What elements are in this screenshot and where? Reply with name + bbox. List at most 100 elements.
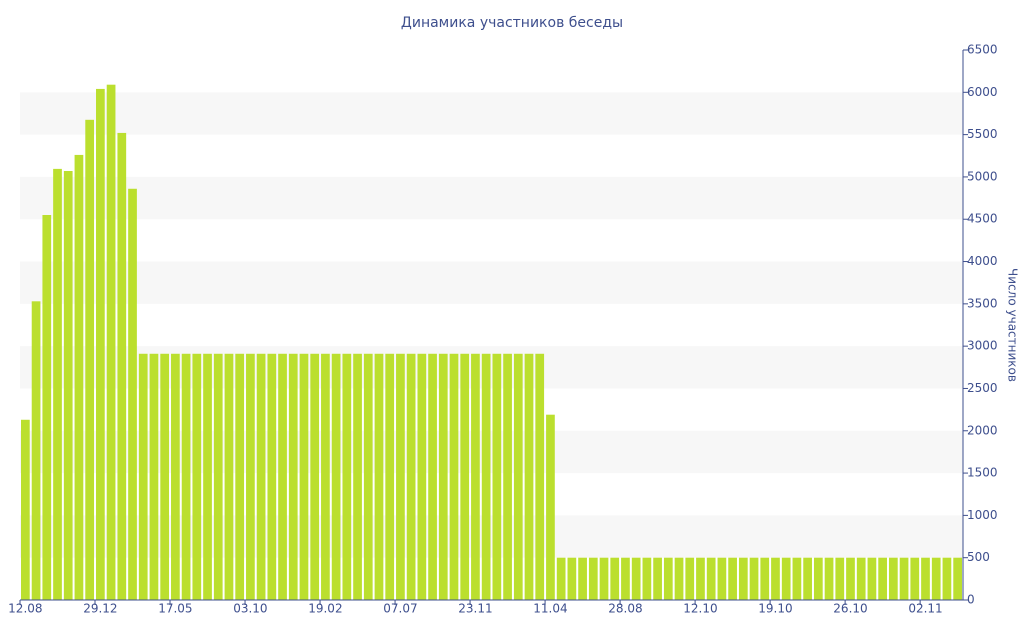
bar: [696, 557, 705, 600]
bar: [856, 557, 866, 600]
bar: [192, 353, 202, 600]
bar: [567, 557, 577, 600]
bar: [181, 353, 191, 600]
bar: [728, 557, 737, 600]
x-tick-label: 19.02: [308, 602, 342, 616]
bar: [878, 557, 887, 600]
bar: [53, 168, 62, 600]
bar: [471, 353, 480, 600]
bar: [503, 353, 512, 600]
bar: [556, 557, 566, 600]
bar: [74, 154, 84, 600]
bar: [138, 353, 148, 600]
y-tick-label: 5500: [967, 127, 998, 141]
x-tick-label: 19.10: [758, 602, 792, 616]
bar: [117, 132, 127, 600]
grid-band: [20, 92, 963, 135]
bar: [96, 88, 105, 600]
bar: [738, 557, 748, 600]
bar: [342, 353, 352, 600]
bar: [235, 353, 245, 600]
bar: [631, 557, 641, 600]
x-tick-label: 17.05: [158, 602, 192, 616]
y-tick-label: 0: [967, 593, 975, 607]
y-tick-label: 6500: [967, 43, 998, 57]
y-tick-label: 2500: [967, 381, 998, 395]
x-tick-label: 11.04: [533, 602, 567, 616]
bar: [246, 353, 255, 600]
bar: [610, 557, 620, 600]
bar: [685, 557, 695, 600]
bar: [42, 215, 52, 600]
bar: [588, 557, 598, 600]
bar: [781, 557, 791, 600]
bar: [406, 353, 416, 600]
bar: [921, 557, 930, 600]
y-tick-label: 5000: [967, 169, 998, 183]
bar: [771, 557, 780, 600]
bar: [642, 557, 652, 600]
bar: [599, 557, 609, 600]
y-tick-label: 500: [967, 550, 990, 564]
bar: [888, 557, 898, 600]
bar: [288, 353, 298, 600]
bar: [396, 353, 405, 600]
bar: [321, 353, 330, 600]
bar: [449, 353, 459, 600]
x-tick-label: 26.10: [833, 602, 867, 616]
bar: [428, 353, 437, 600]
x-tick-label: 29.12: [83, 602, 117, 616]
bar: [331, 353, 341, 600]
y-tick-label: 6000: [967, 85, 998, 99]
bar: [953, 557, 962, 600]
bar: [31, 301, 41, 600]
x-tick-label: 28.08: [608, 602, 642, 616]
bar: [203, 353, 212, 600]
bar: [438, 353, 448, 600]
bar: [846, 557, 855, 600]
bar: [160, 353, 170, 600]
bar: [224, 353, 234, 600]
grid-band: [20, 176, 963, 220]
bar: [310, 353, 320, 600]
bar: [417, 353, 427, 600]
x-tick-label: 07.07: [383, 602, 417, 616]
bar: [353, 353, 362, 600]
x-tick-label: 12.08: [8, 602, 42, 616]
bar: [21, 419, 30, 600]
bar: [363, 353, 373, 600]
bar: [85, 119, 95, 601]
bar: [824, 557, 834, 600]
bar: [942, 557, 952, 600]
y-tick-label: 1500: [967, 466, 998, 480]
bar: [760, 557, 770, 600]
bar: [481, 353, 491, 600]
bar: [813, 557, 823, 600]
bar: [374, 353, 384, 600]
bar: [546, 414, 555, 600]
bar: [792, 557, 802, 600]
y-tick-label: 2000: [967, 423, 998, 437]
bar: [385, 353, 395, 600]
y-axis-title: Число участников: [1006, 268, 1020, 382]
bar: [299, 353, 309, 600]
bar: [706, 557, 716, 600]
bar: [524, 353, 534, 600]
bar: [278, 353, 287, 600]
y-tick-label: 1000: [967, 508, 998, 522]
bar: [803, 557, 812, 600]
bar: [621, 557, 630, 600]
bar: [899, 557, 909, 600]
chart-title: Динамика участников беседы: [401, 15, 623, 31]
y-tick-label: 4500: [967, 212, 998, 226]
bar: [910, 557, 920, 600]
y-tick-label: 4000: [967, 254, 998, 268]
bar: [717, 557, 727, 600]
bar: [213, 353, 223, 600]
x-tick-label: 03.10: [233, 602, 267, 616]
x-tick-label: 02.11: [908, 602, 942, 616]
bar: [492, 353, 502, 600]
bar: [535, 353, 545, 600]
bar: [835, 557, 845, 600]
bar: [256, 353, 266, 600]
